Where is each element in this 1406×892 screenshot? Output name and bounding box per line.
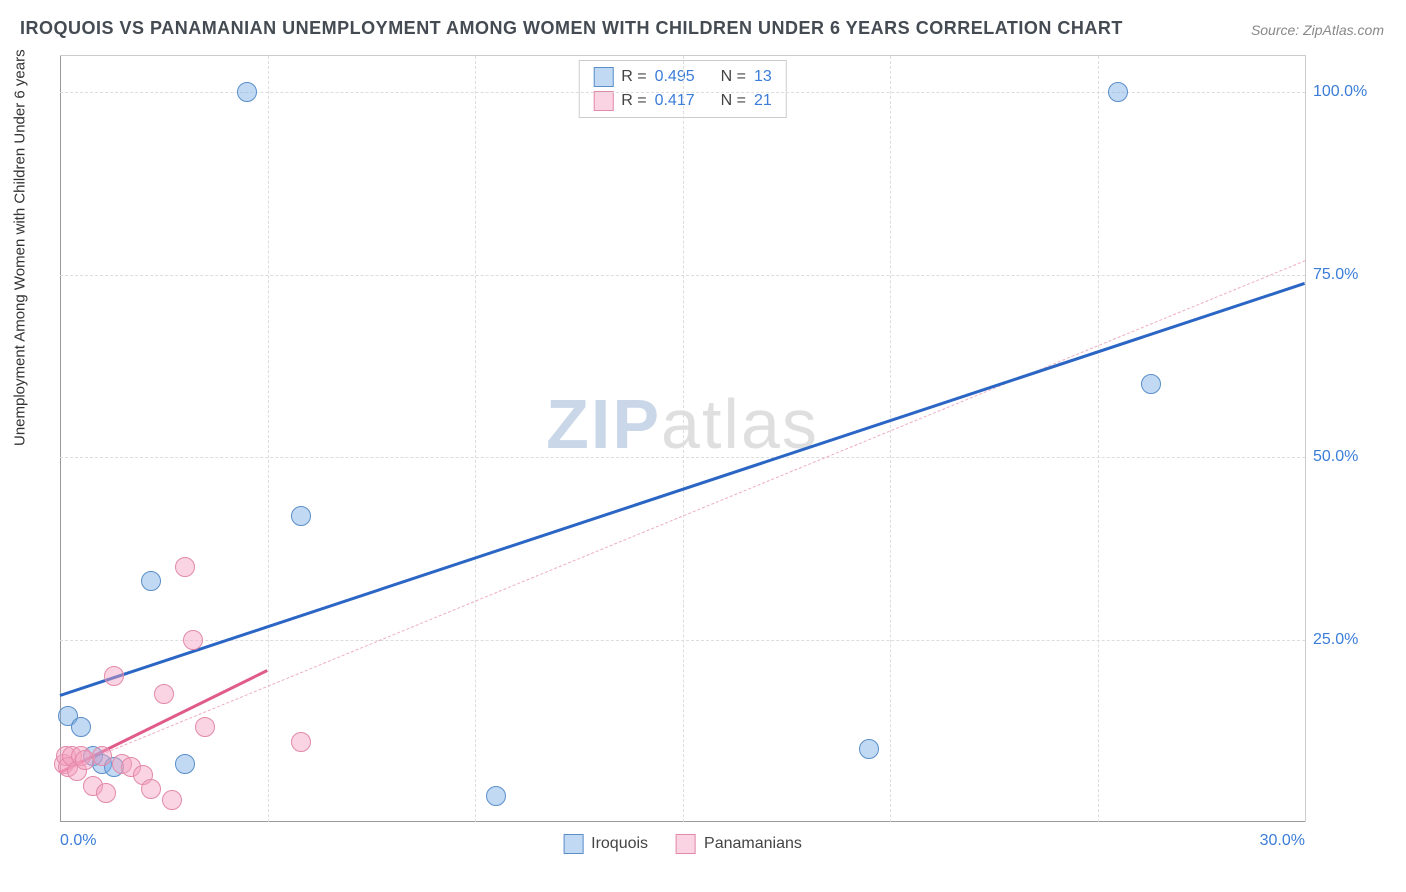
legend-item-iroquois: Iroquois xyxy=(563,834,648,854)
data-point-iroquois xyxy=(141,571,161,591)
legend-n-label: N = xyxy=(721,92,746,110)
legend-swatch-panamanians xyxy=(676,834,696,854)
legend-n-value-panamanians: 21 xyxy=(754,92,772,110)
data-point-panamanians xyxy=(141,779,161,799)
data-point-panamanians xyxy=(291,732,311,752)
y-tick-label: 50.0% xyxy=(1313,448,1383,466)
data-point-iroquois xyxy=(486,786,506,806)
legend-r-label: R = xyxy=(621,68,646,86)
data-point-iroquois xyxy=(1108,82,1128,102)
y-tick-label: 75.0% xyxy=(1313,266,1383,284)
legend-r-label: R = xyxy=(621,92,646,110)
watermark-bold: ZIP xyxy=(546,385,661,463)
legend-n-label: N = xyxy=(721,68,746,86)
y-tick-label: 100.0% xyxy=(1313,83,1383,101)
chart-plot-area: ZIPatlas R = 0.495 N = 13 R = 0.417 N = … xyxy=(60,55,1306,822)
data-point-iroquois xyxy=(71,717,91,737)
data-point-iroquois xyxy=(291,506,311,526)
y-axis-label: Unemployment Among Women with Children U… xyxy=(12,49,29,446)
source-label: Source: ZipAtlas.com xyxy=(1251,22,1384,38)
x-tick-label: 30.0% xyxy=(1260,832,1305,850)
legend-r-value-iroquois: 0.495 xyxy=(655,68,695,86)
legend-item-panamanians: Panamanians xyxy=(676,834,802,854)
data-point-panamanians xyxy=(154,684,174,704)
gridline-v xyxy=(268,56,269,822)
gridline-v xyxy=(890,56,891,822)
data-point-iroquois xyxy=(1141,374,1161,394)
series-legend: Iroquois Panamanians xyxy=(563,834,802,854)
gridline-v xyxy=(683,56,684,822)
gridline-v xyxy=(475,56,476,822)
data-point-panamanians xyxy=(183,630,203,650)
data-point-panamanians xyxy=(92,746,112,766)
y-axis xyxy=(60,56,61,822)
chart-title: IROQUOIS VS PANAMANIAN UNEMPLOYMENT AMON… xyxy=(20,18,1123,39)
legend-n-value-iroquois: 13 xyxy=(754,68,772,86)
legend-label-panamanians: Panamanians xyxy=(704,835,802,853)
legend-swatch-iroquois xyxy=(593,67,613,87)
gridline-v xyxy=(1098,56,1099,822)
data-point-iroquois xyxy=(175,754,195,774)
data-point-panamanians xyxy=(195,717,215,737)
data-point-iroquois xyxy=(237,82,257,102)
legend-swatch-iroquois xyxy=(563,834,583,854)
x-tick-label: 0.0% xyxy=(60,832,96,850)
data-point-panamanians xyxy=(175,557,195,577)
data-point-iroquois xyxy=(859,739,879,759)
data-point-panamanians xyxy=(104,666,124,686)
data-point-panamanians xyxy=(162,790,182,810)
legend-swatch-panamanians xyxy=(593,91,613,111)
data-point-panamanians xyxy=(96,783,116,803)
legend-label-iroquois: Iroquois xyxy=(591,835,648,853)
y-tick-label: 25.0% xyxy=(1313,631,1383,649)
legend-r-value-panamanians: 0.417 xyxy=(655,92,695,110)
